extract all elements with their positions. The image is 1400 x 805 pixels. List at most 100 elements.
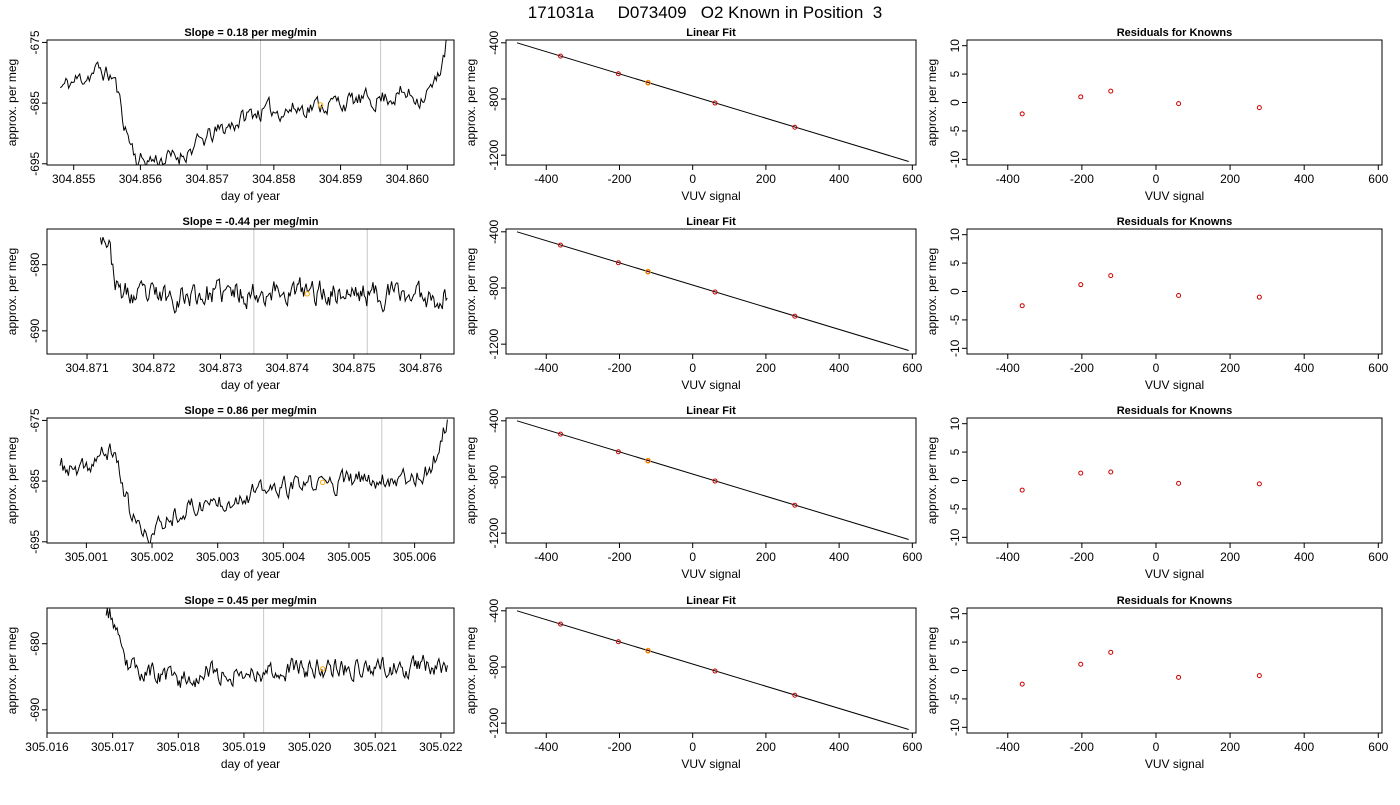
plot-area — [1019, 273, 1262, 309]
y-tick-label: -1200 — [487, 518, 501, 549]
calibration-point — [792, 502, 798, 508]
calibration-point — [558, 242, 564, 248]
calibration-point — [615, 449, 621, 455]
x-tick-label: -200 — [1070, 361, 1094, 375]
x-tick-label: 600 — [902, 550, 922, 564]
data-trace — [105, 608, 448, 688]
residual-point — [1019, 111, 1025, 117]
y-tick-label: 10 — [948, 228, 962, 242]
residual-point — [1256, 673, 1262, 679]
y-tick-label: -695 — [28, 151, 42, 175]
residual-point — [1256, 105, 1262, 111]
y-axis-label: approx. per meg — [925, 627, 939, 714]
calibration-point — [558, 431, 564, 437]
x-tick-label: 305.019 — [222, 740, 266, 754]
residual-point — [1019, 681, 1025, 687]
plot-area — [1019, 649, 1262, 687]
panel-title: Linear Fit — [686, 216, 736, 228]
x-tick-label: 200 — [756, 550, 776, 564]
x-tick-label: 600 — [1368, 172, 1388, 186]
y-tick-label: -680 — [28, 631, 42, 655]
x-tick-label: 0 — [689, 361, 696, 375]
plot-area — [516, 42, 909, 162]
panel-title: Residuals for Knowns — [1117, 27, 1233, 39]
x-tick-label: -400 — [534, 550, 558, 564]
y-tick-label: -10 — [948, 150, 962, 168]
y-tick-label: -5 — [948, 125, 962, 136]
x-tick-label: 304.856 — [119, 172, 163, 186]
y-tick-label: 0 — [948, 477, 962, 484]
data-trace — [59, 40, 447, 165]
x-axis-label: day of year — [221, 757, 280, 771]
x-tick-label: 304.858 — [252, 172, 296, 186]
x-tick-label: -200 — [1070, 550, 1094, 564]
y-axis-label: approx. per meg — [464, 248, 478, 335]
y-tick-label: 5 — [948, 70, 962, 77]
residual-point — [1108, 273, 1114, 279]
x-tick-label: 400 — [1294, 361, 1314, 375]
x-tick-label: 400 — [1294, 172, 1314, 186]
panel-fit-row1: Linear Fit -400 -200 0 200 400 600 -400 -800 -120… — [464, 27, 923, 203]
y-tick-label: -800 — [487, 655, 501, 679]
y-tick-label: 10 — [948, 417, 962, 431]
calibration-point — [792, 692, 798, 698]
residual-point — [1108, 649, 1114, 655]
data-trace — [99, 236, 448, 314]
x-axis-label: VUV signal — [1145, 378, 1204, 392]
x-tick-label: 200 — [756, 740, 776, 754]
residual-point — [1078, 282, 1084, 288]
x-tick-label: 0 — [1153, 361, 1160, 375]
calibration-point — [792, 313, 798, 319]
y-axis-label: approx. per meg — [925, 59, 939, 146]
y-tick-label: -10 — [948, 339, 962, 357]
x-tick-label: 304.857 — [185, 172, 229, 186]
residual-point — [1078, 470, 1084, 476]
x-tick-label: -400 — [996, 361, 1020, 375]
plot-area — [516, 610, 909, 730]
y-tick-label: -5 — [948, 314, 962, 325]
residual-point — [1078, 661, 1084, 667]
x-tick-label: -400 — [534, 740, 558, 754]
calibration-point — [712, 100, 718, 106]
x-tick-label: 305.003 — [196, 550, 240, 564]
x-tick-label: 0 — [689, 740, 696, 754]
x-tick-label: 304.876 — [399, 361, 443, 375]
y-tick-label: -800 — [487, 276, 501, 300]
x-tick-label: -200 — [607, 550, 631, 564]
unknown-point — [645, 457, 651, 464]
residual-point — [1256, 481, 1262, 487]
x-axis-label: VUV signal — [681, 378, 740, 392]
y-tick-label: -400 — [487, 408, 501, 432]
x-tick-label: 200 — [756, 172, 776, 186]
y-tick-label: -800 — [487, 465, 501, 489]
x-tick-label: -400 — [534, 172, 558, 186]
x-axis-label: VUV signal — [1145, 189, 1204, 203]
y-tick-label: -10 — [948, 528, 962, 546]
y-tick-label: -800 — [487, 87, 501, 111]
x-tick-label: 0 — [689, 550, 696, 564]
y-axis-label: approx. per meg — [464, 59, 478, 146]
x-tick-label: -200 — [607, 361, 631, 375]
panel-title: Residuals for Knowns — [1117, 216, 1233, 228]
plot-area — [1019, 88, 1262, 117]
x-tick-label: 400 — [1294, 550, 1314, 564]
y-tick-label: -690 — [28, 319, 42, 343]
x-tick-label: 600 — [1368, 361, 1388, 375]
x-tick-label: 304.860 — [386, 172, 430, 186]
x-tick-label: -200 — [607, 172, 631, 186]
y-tick-label: -1200 — [487, 329, 501, 360]
unknown-point — [645, 268, 651, 275]
plot-area — [99, 229, 448, 354]
panel-title: Linear Fit — [686, 27, 736, 39]
plot-frame — [966, 417, 1383, 544]
x-tick-label: 600 — [1368, 550, 1388, 564]
y-axis-label: approx. per meg — [5, 627, 19, 714]
plot-frame — [505, 417, 917, 544]
residual-point — [1019, 487, 1025, 493]
calibration-point — [712, 289, 718, 295]
residual-point — [1256, 294, 1262, 300]
y-tick-label: -5 — [948, 503, 962, 514]
x-tick-label: 600 — [902, 172, 922, 186]
y-axis-label: approx. per meg — [5, 59, 19, 146]
